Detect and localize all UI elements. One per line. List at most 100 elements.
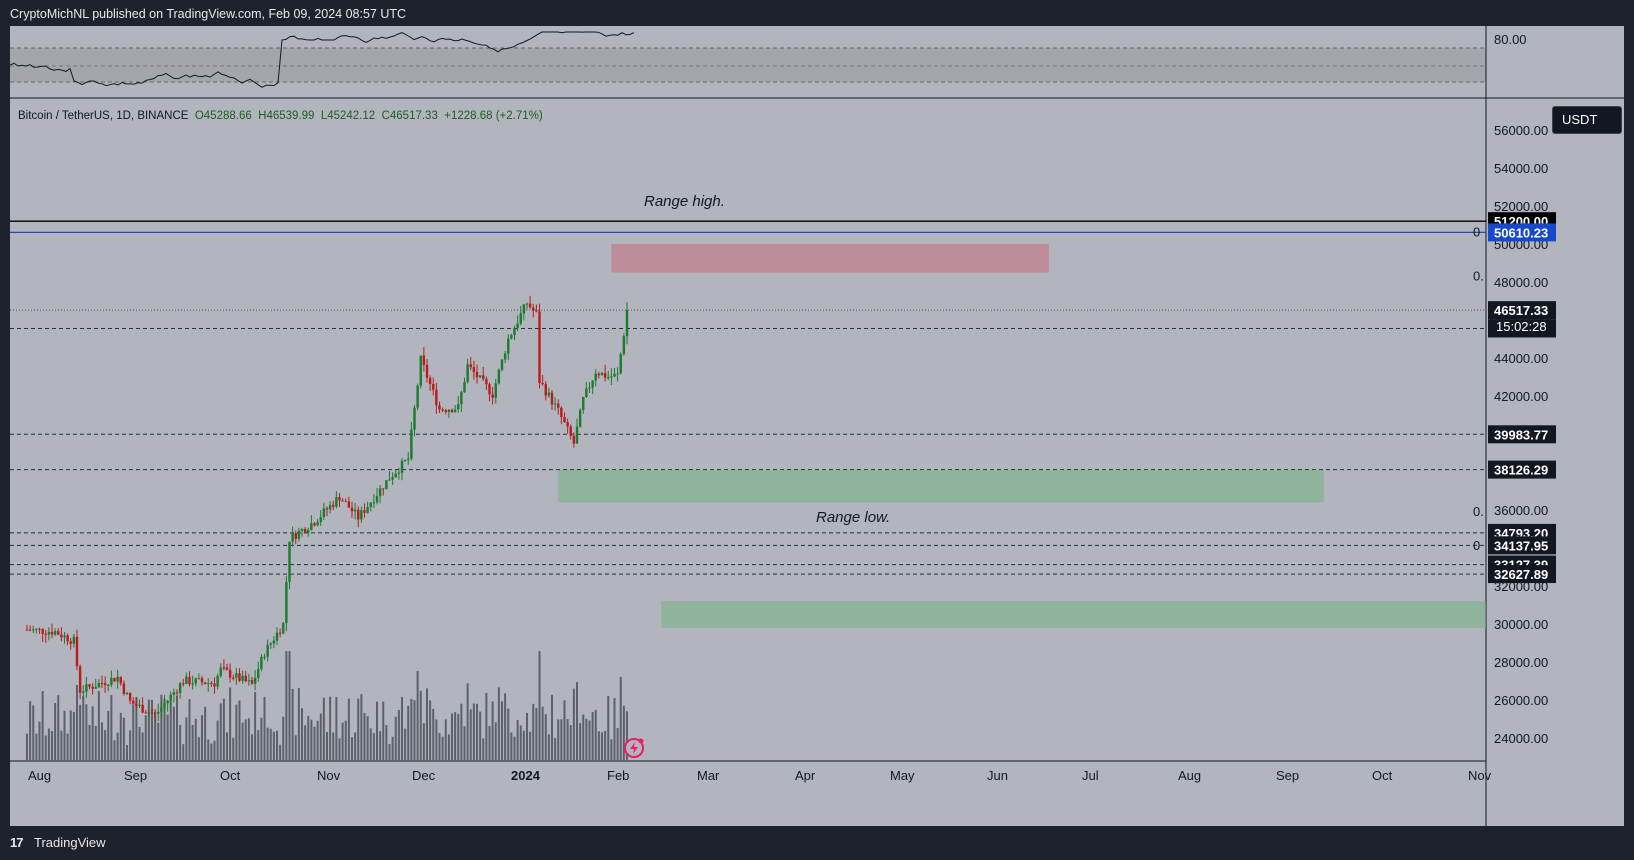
price-tag-text-2: 46517.33 [1494,303,1548,318]
candle-body-40 [150,712,154,714]
volume-bar-115 [385,725,388,761]
range-high-annotation: Range high. [644,193,725,210]
legend-close: C46517.33 [381,110,438,122]
price-tag-4 [1488,425,1556,444]
volume-bar-111 [372,733,375,761]
candle-body-84 [288,541,291,582]
candle-body-141 [466,364,469,382]
volume-bar-108 [363,713,366,761]
volume-bar-190 [619,676,622,761]
volume-bar-5 [41,691,44,761]
candle-body-74 [257,669,260,678]
volume-bar-160 [526,712,528,761]
volume-bar-75 [260,717,263,761]
price-tick-1: 26000.00 [1494,693,1548,708]
volume-bar-37 [141,732,144,761]
candle-body-154 [507,338,510,354]
candle-body-115 [385,480,388,490]
candle-body-184 [600,373,604,376]
candle-body-18 [82,691,85,693]
time-tick-4: Dec [412,768,436,783]
volume-bar-86 [294,735,297,761]
alert-icon[interactable] [624,738,644,758]
volume-bar-100 [338,738,341,761]
price-tick-12: 48000.00 [1494,275,1548,290]
volume-bar-176 [576,682,578,761]
candle-body-183 [597,373,601,376]
candle-body-10 [57,631,60,635]
volume-bar-134 [444,719,447,761]
candle-body-79 [272,640,276,644]
time-tick-6: Feb [607,768,629,783]
brand-name: TradingView [34,835,106,850]
time-axis[interactable]: Aug Sep Oct Nov Dec 2024 Feb Mar Apr May Jun Jul Aug… [28,768,1492,783]
candle-body-121 [403,459,407,461]
candle-body-155 [510,334,513,339]
candle-body-174 [569,426,572,436]
zone-demand-2[interactable] [661,601,1486,628]
zone-supply-0[interactable] [611,244,1049,273]
volume-bar-34 [132,704,135,761]
price-tick-14: 52000.00 [1494,199,1548,214]
currency-button[interactable]: USDT [1552,106,1622,134]
volume-bar-192 [626,711,628,761]
candle-body-87 [297,530,301,539]
volume-bar-61 [216,720,219,761]
candle-body-47 [172,692,176,695]
candle-body-68 [238,673,241,681]
candle-body-39 [147,712,151,714]
volume-bar-80 [276,730,278,761]
candle-body-86 [294,533,297,539]
volume-bar-125 [416,670,419,761]
zone-demand-1[interactable] [558,470,1324,503]
candle-body-57 [203,682,207,684]
candle-body-109 [366,507,369,513]
candle-body-70 [244,675,247,682]
price-tag-text-9: 32627.89 [1494,567,1548,582]
volume-bar-185 [604,730,607,761]
candle-body-92 [313,523,316,526]
candle-body-31 [122,683,126,694]
volume-bar-11 [60,730,63,761]
candle-body-63 [222,667,226,669]
candle-body-152 [500,359,504,370]
candle-body-24 [100,683,104,685]
candle-body-178 [582,397,585,410]
volume-bar-13 [66,733,69,761]
price-tag-text-7: 34137.95 [1494,538,1548,553]
volume-bar-49 [179,724,182,761]
chart-frame[interactable]: 80.00 24000.00 26000.00 28000.00 30000.00 32… [10,26,1624,826]
price-tags: 51200.0050610.2346517.3345554.2539983.77… [1488,212,1556,584]
volume-bar-94 [319,713,322,761]
candle-body-81 [278,632,282,634]
volume-bar-99 [335,697,338,761]
candle-body-131 [435,389,438,406]
volume-bar-84 [288,651,291,761]
candle-body-12 [63,635,66,638]
candle-body-17 [78,666,82,693]
volume-bar-161 [529,731,532,761]
candle-body-8 [50,631,54,635]
candle-body-98 [332,504,335,507]
chart-svg[interactable]: 80.00 24000.00 26000.00 28000.00 30000.00 32… [10,26,1624,826]
volume-bar-22 [94,725,97,761]
price-tick-6: 36000.00 [1494,503,1548,518]
volume-bar-51 [185,717,188,761]
time-tick-11: Jul [1082,768,1099,783]
volume-bar-28 [113,740,116,761]
volume-bar-162 [532,703,535,761]
volume-bar-68 [238,700,241,761]
candle-body-91 [310,523,313,530]
candle-body-112 [375,496,379,503]
candle-body-156 [513,327,516,335]
candle-body-51 [185,676,188,684]
time-tick-0: Aug [28,768,51,783]
candle-body-140 [463,381,466,393]
candle-body-35 [135,703,138,706]
candle-body-80 [275,632,279,641]
volume-bar-182 [594,709,597,761]
candle-body-132 [438,405,441,410]
time-tick-8: Apr [795,768,816,783]
candle-body-46 [169,694,172,701]
volume-bar-157 [516,720,519,761]
